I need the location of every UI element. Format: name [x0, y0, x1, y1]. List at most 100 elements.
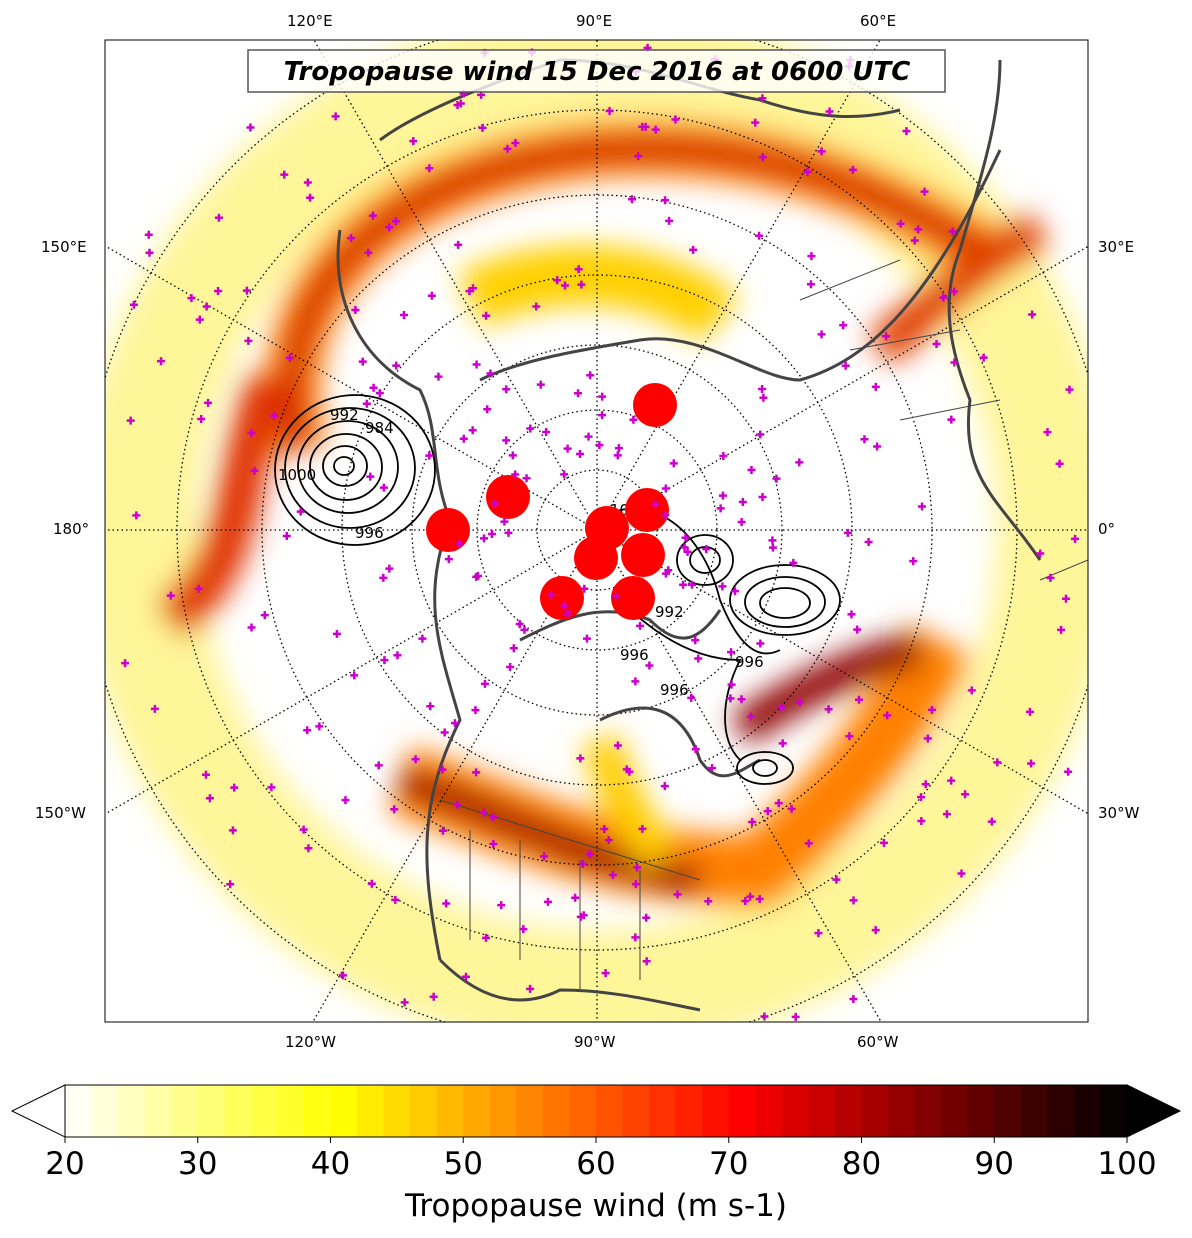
- observation-marker: [694, 654, 703, 663]
- observation-marker: [727, 648, 736, 657]
- observation-marker: [214, 287, 223, 296]
- observation-marker: [358, 357, 367, 366]
- observation-marker: [1061, 594, 1070, 603]
- observation-marker: [230, 783, 239, 792]
- colorbar-bin: [144, 1085, 172, 1137]
- observation-marker: [150, 704, 159, 713]
- observation-marker: [751, 118, 760, 127]
- colorbar-bin: [277, 1085, 305, 1137]
- observation-marker: [660, 782, 669, 791]
- observation-marker: [923, 734, 932, 743]
- observation-marker: [803, 167, 812, 176]
- colorbar-bin: [649, 1085, 677, 1137]
- colorbar-bin: [1047, 1085, 1075, 1137]
- observation-marker: [896, 219, 905, 228]
- observation-marker: [483, 405, 492, 414]
- observation-marker: [932, 340, 941, 349]
- observation-marker: [303, 178, 312, 187]
- lon-label: 0°: [1098, 520, 1116, 538]
- observation-marker: [296, 507, 305, 516]
- observation-marker: [542, 427, 551, 436]
- storm-markers: [426, 383, 677, 620]
- lon-label: 60°W: [857, 1033, 899, 1051]
- observation-marker: [411, 755, 420, 764]
- observation-marker: [247, 623, 256, 632]
- observation-marker: [939, 293, 948, 302]
- lon-label: 30°W: [1098, 804, 1140, 822]
- observation-marker: [532, 302, 541, 311]
- observation-marker: [691, 636, 700, 645]
- observation-marker: [748, 818, 757, 827]
- observation-marker: [855, 695, 864, 704]
- observation-marker: [482, 933, 491, 942]
- colorbar-tick-label: 70: [709, 1146, 749, 1182]
- observation-marker: [601, 969, 610, 978]
- observation-marker: [341, 796, 350, 805]
- observation-marker: [468, 426, 477, 435]
- observation-marker: [260, 611, 269, 620]
- observation-marker: [379, 483, 388, 492]
- observation-marker: [993, 758, 1002, 767]
- colorbar-bin: [357, 1085, 385, 1137]
- observation-marker: [718, 491, 727, 500]
- observation-marker: [576, 754, 585, 763]
- observation-marker: [768, 536, 777, 545]
- observation-marker: [543, 897, 552, 906]
- colorbar-label: Tropopause wind (m s-1): [405, 1188, 787, 1224]
- storm-marker: [540, 576, 584, 620]
- observation-marker: [645, 661, 654, 670]
- observation-marker: [967, 686, 976, 695]
- colorbar-bin: [622, 1085, 650, 1137]
- lon-label: 120°W: [285, 1033, 336, 1051]
- observation-marker: [917, 817, 926, 826]
- observation-marker: [440, 728, 449, 737]
- observation-marker: [442, 899, 451, 908]
- observation-marker: [515, 620, 524, 629]
- observation-marker: [950, 358, 959, 367]
- colorbar-bin: [250, 1085, 278, 1137]
- observation-marker: [755, 894, 764, 903]
- observation-marker: [979, 353, 988, 362]
- colorbar-tick-label: 80: [841, 1146, 882, 1182]
- colorbar-bin: [463, 1085, 491, 1137]
- colorbar-bin: [171, 1085, 199, 1137]
- observation-marker: [204, 398, 213, 407]
- observation-marker: [226, 880, 235, 889]
- observation-marker: [777, 703, 786, 712]
- storm-marker: [486, 475, 530, 519]
- observation-marker: [795, 458, 804, 467]
- observation-marker: [526, 424, 535, 433]
- observation-marker: [849, 994, 858, 1003]
- observation-marker: [758, 385, 767, 394]
- observation-marker: [778, 739, 787, 748]
- observation-marker: [563, 609, 572, 618]
- observation-marker: [756, 430, 765, 439]
- observation-marker: [883, 711, 892, 720]
- coastlines: [336, 58, 1042, 1012]
- observation-marker: [282, 531, 291, 540]
- observation-marker: [681, 533, 690, 542]
- observation-marker: [250, 466, 259, 475]
- observation-marker: [633, 863, 642, 872]
- observation-marker: [920, 187, 929, 196]
- observation-marker: [392, 361, 401, 370]
- observation-marker: [605, 106, 614, 115]
- observation-marker: [642, 957, 651, 966]
- observation-marker: [680, 543, 689, 552]
- observation-marker: [604, 836, 613, 845]
- colorbar-bin: [330, 1085, 358, 1137]
- observation-marker: [526, 984, 535, 993]
- colorbar-bin: [489, 1085, 517, 1137]
- observation-marker: [843, 528, 852, 537]
- observation-marker: [194, 584, 203, 593]
- observation-marker: [661, 569, 670, 578]
- storm-marker: [611, 576, 655, 620]
- observation-marker: [511, 138, 520, 147]
- observation-marker: [315, 722, 324, 731]
- observation-marker: [832, 875, 841, 884]
- observation-marker: [845, 732, 854, 741]
- observation-marker: [129, 300, 138, 309]
- observation-marker: [482, 311, 491, 320]
- observation-marker: [741, 897, 750, 906]
- observation-marker: [689, 245, 698, 254]
